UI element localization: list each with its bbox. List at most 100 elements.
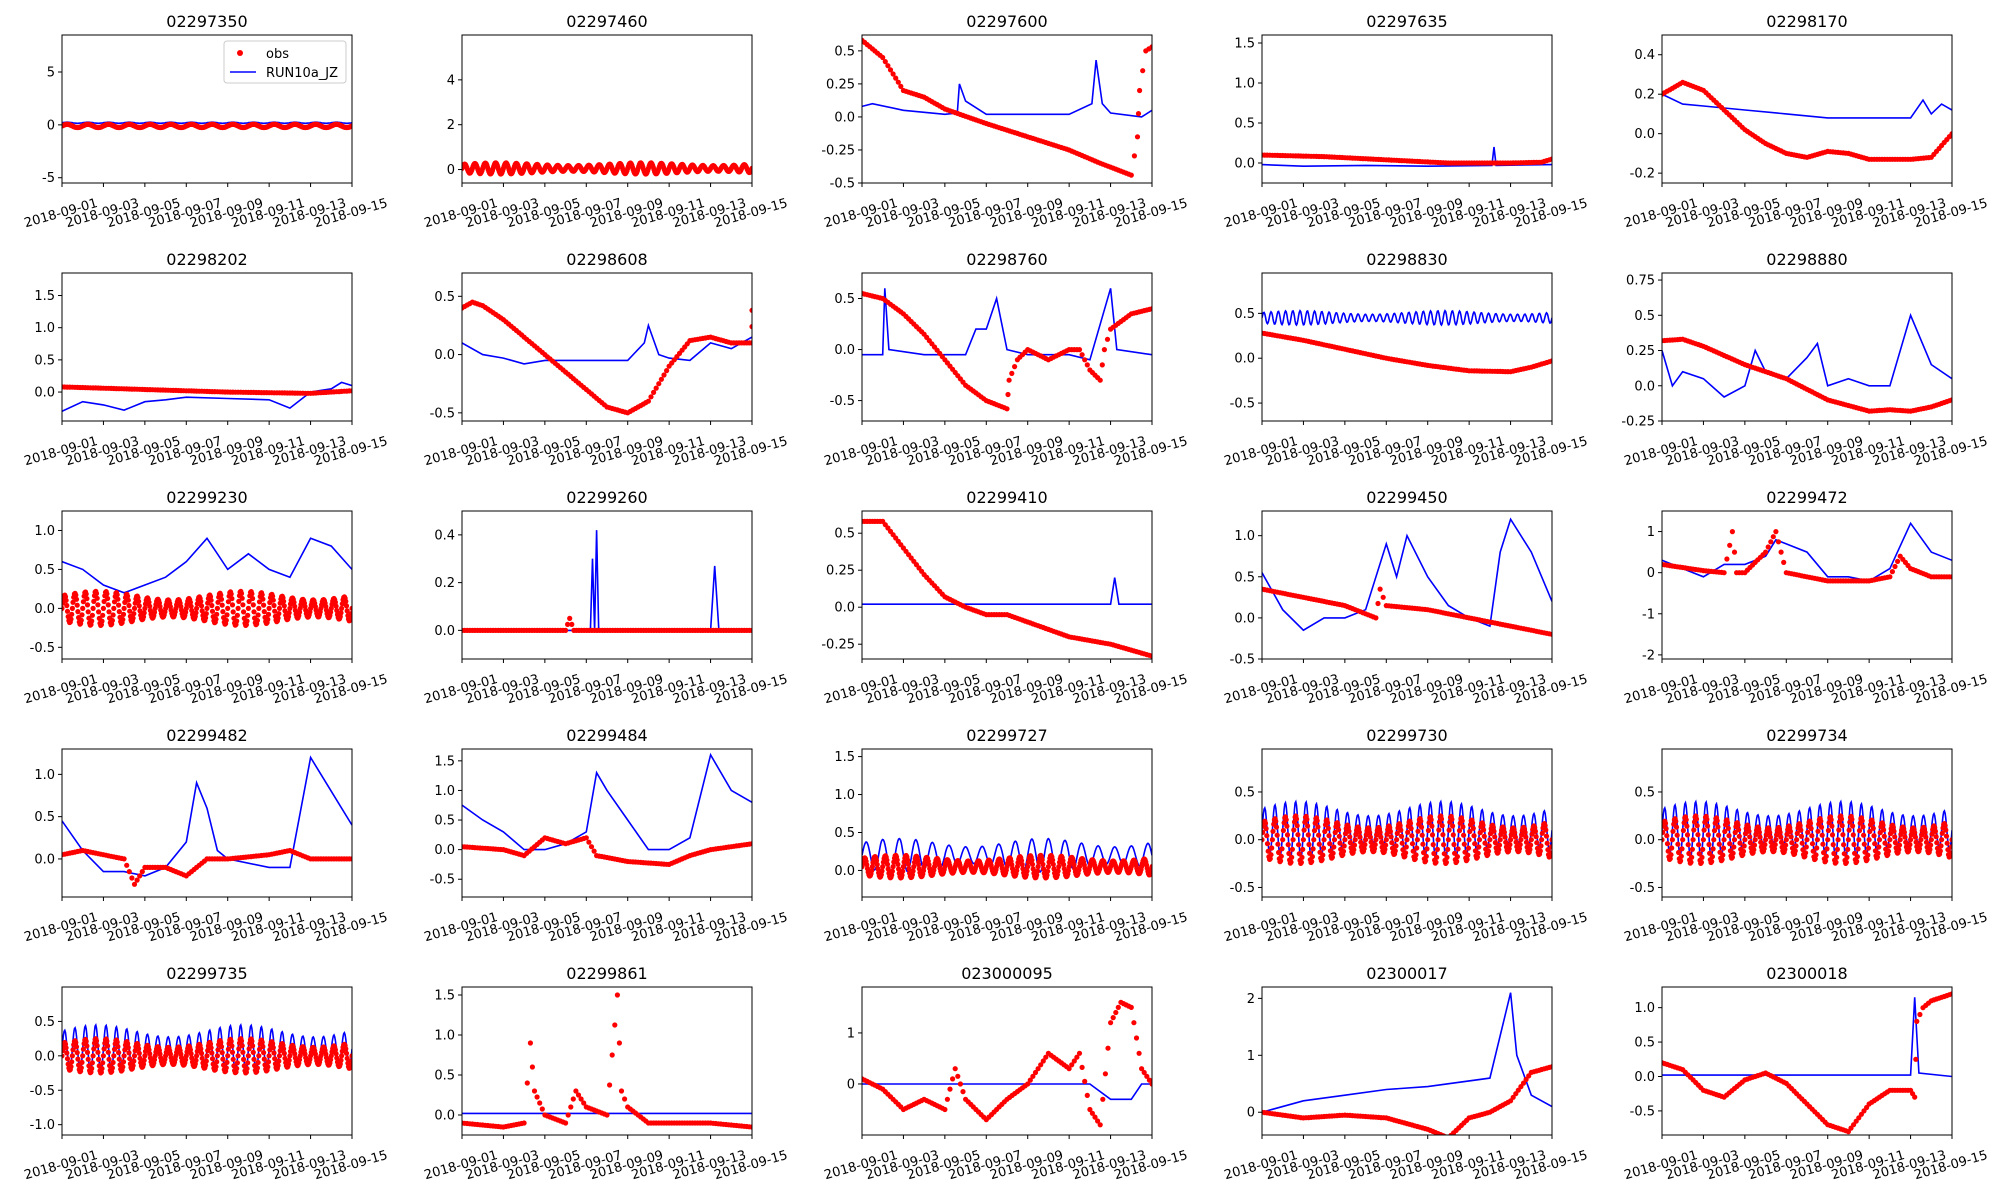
obs-point xyxy=(1347,834,1353,840)
obs-point xyxy=(1288,859,1294,865)
obs-point xyxy=(194,1053,200,1059)
obs-point xyxy=(1523,834,1529,840)
obs-point xyxy=(131,1053,138,1059)
panel-title: 02297600 xyxy=(966,12,1047,31)
obs-point xyxy=(69,1053,75,1059)
obs-point xyxy=(1392,848,1398,854)
obs-point xyxy=(349,856,352,862)
obs-point xyxy=(1700,837,1706,843)
y-tick-label: 5 xyxy=(47,66,55,81)
obs-point xyxy=(1407,820,1414,826)
y-tick-label: 0.5 xyxy=(834,527,855,542)
obs-point xyxy=(1335,822,1341,828)
obs-point xyxy=(1285,842,1291,848)
obs-point xyxy=(1943,833,1950,839)
obs-point xyxy=(265,611,272,618)
obs-point xyxy=(348,611,352,617)
obs-point xyxy=(276,605,283,612)
obs-point xyxy=(1906,846,1912,852)
obs-point xyxy=(1262,829,1266,835)
obs-point xyxy=(1035,864,1041,870)
panel-title: 02297350 xyxy=(166,12,247,31)
obs-point xyxy=(1464,856,1470,863)
obs-point xyxy=(1375,600,1381,607)
obs-point xyxy=(749,841,752,847)
obs-point xyxy=(1711,837,1717,843)
obs-point xyxy=(1076,347,1083,353)
y-tick-label: 0.5 xyxy=(1634,785,1655,800)
obs-point xyxy=(1704,816,1710,823)
obs-point xyxy=(91,598,97,605)
obs-point xyxy=(1404,837,1410,843)
obs-point xyxy=(84,1043,90,1049)
obs-point xyxy=(139,869,145,875)
obs-point xyxy=(213,1064,219,1070)
obs-point xyxy=(75,1056,81,1062)
y-tick-label: 1.0 xyxy=(34,321,55,336)
obs-point xyxy=(1373,837,1379,843)
obs-point xyxy=(255,612,261,618)
obs-point xyxy=(1465,852,1471,858)
obs-point xyxy=(586,839,592,845)
obs-point xyxy=(1773,529,1779,535)
obs-point xyxy=(70,1047,76,1053)
obs-point xyxy=(228,1038,234,1044)
obs-point xyxy=(1472,841,1478,847)
obs-point xyxy=(1685,842,1691,848)
obs-point xyxy=(1694,823,1700,829)
obs-point xyxy=(349,123,352,129)
obs-point xyxy=(85,1056,91,1062)
obs-point xyxy=(1352,837,1358,843)
obs-point xyxy=(1856,837,1862,843)
obs-point xyxy=(1455,846,1461,852)
obs-point xyxy=(1727,542,1733,548)
obs-point xyxy=(271,1050,277,1056)
obs-point xyxy=(1284,823,1290,829)
obs-point xyxy=(1829,823,1835,829)
y-tick-label: 1.0 xyxy=(34,768,55,783)
obs-point xyxy=(1871,833,1877,839)
obs-point xyxy=(1316,841,1322,847)
obs-point xyxy=(1398,833,1405,839)
obs-point xyxy=(251,1056,257,1062)
obs-point xyxy=(239,1043,245,1049)
obs-point xyxy=(1496,842,1503,848)
obs-point xyxy=(1273,824,1280,830)
obs-point xyxy=(131,881,138,887)
obs-point xyxy=(651,389,657,395)
obs-point xyxy=(141,1057,147,1063)
y-tick-label: 2 xyxy=(447,118,455,133)
obs-point xyxy=(1740,848,1747,854)
plot-frame xyxy=(1261,272,1553,422)
plot-frame xyxy=(461,272,753,422)
obs-point xyxy=(84,596,90,602)
obs-point xyxy=(1839,823,1845,829)
obs-point xyxy=(282,608,288,614)
obs-point xyxy=(183,1057,189,1063)
obs-point xyxy=(1890,824,1896,830)
obs-point xyxy=(1315,824,1321,830)
obs-point xyxy=(235,1053,241,1059)
panel-02297350: 02297350-5052018-09-012018-09-032018-09-… xyxy=(23,12,390,231)
obs-point xyxy=(1388,834,1394,840)
obs-point xyxy=(73,596,80,602)
obs-point xyxy=(1532,828,1538,835)
obs-point xyxy=(1440,832,1446,838)
obs-point xyxy=(101,598,107,605)
obs-point xyxy=(880,864,886,870)
y-tick-label: 0.0 xyxy=(1234,352,1255,367)
obs-point xyxy=(1270,828,1276,834)
obs-point xyxy=(591,848,597,854)
obs-point xyxy=(900,864,907,870)
obs-point xyxy=(213,616,219,622)
obs-point xyxy=(1149,44,1152,50)
plot-frame xyxy=(1661,34,1953,184)
obs-point xyxy=(1414,837,1420,843)
obs-point xyxy=(1024,868,1030,874)
obs-point xyxy=(131,1058,137,1064)
obs-point xyxy=(1731,549,1738,555)
obs-point xyxy=(188,603,194,609)
obs-point xyxy=(565,621,571,628)
obs-point xyxy=(1798,833,1805,839)
obs-point xyxy=(1286,850,1292,857)
